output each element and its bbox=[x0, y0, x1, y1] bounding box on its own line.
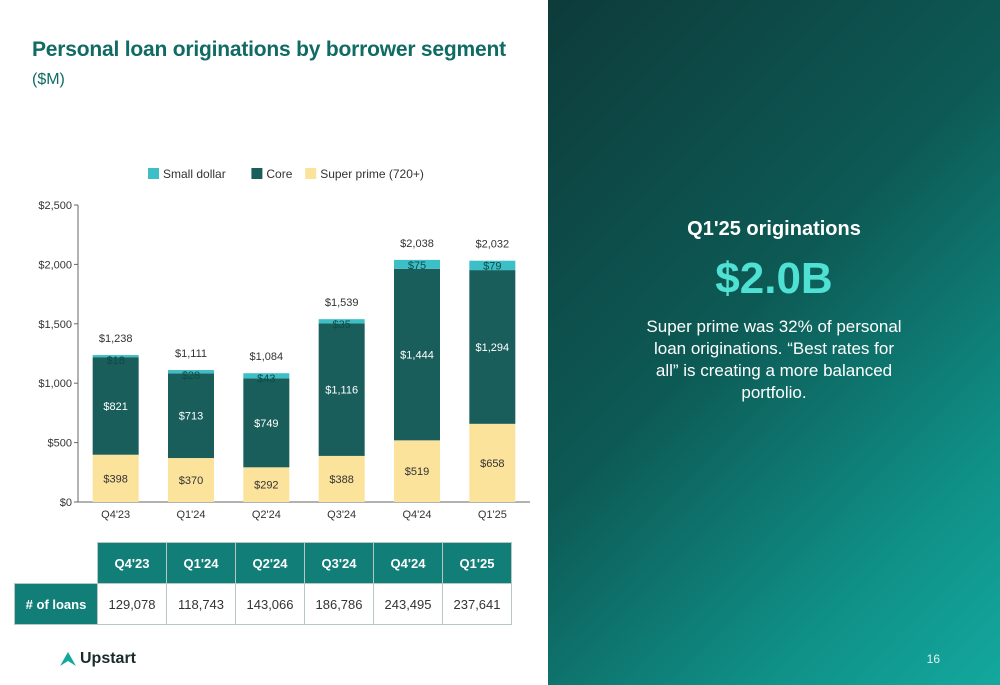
table-header-q4-23: Q4'23 bbox=[97, 542, 167, 584]
y-tick-label: $2,500 bbox=[38, 200, 72, 212]
upstart-logo-icon bbox=[60, 652, 76, 666]
table-header-q3-24: Q3'24 bbox=[304, 542, 374, 584]
table-header-q1-24: Q1'24 bbox=[166, 542, 236, 584]
bar-value-label: $713 bbox=[179, 411, 203, 423]
legend-label: Core bbox=[266, 167, 292, 181]
x-tick-label: Q4'23 bbox=[101, 509, 130, 521]
y-tick-label: $1,500 bbox=[38, 319, 72, 331]
bar-value-label: $519 bbox=[405, 466, 429, 478]
table-cell: 237,641 bbox=[442, 583, 512, 625]
bar-value-label: $28 bbox=[182, 370, 200, 382]
x-tick-label: Q2'24 bbox=[252, 509, 281, 521]
chart-subtitle: ($M) bbox=[32, 71, 65, 88]
bar-total-label: $1,111 bbox=[175, 348, 207, 360]
bar-segment bbox=[318, 455, 365, 502]
bar-value-label: $35 bbox=[332, 319, 350, 331]
x-tick-label: Q1'24 bbox=[176, 509, 205, 521]
x-tick-label: Q4'24 bbox=[402, 509, 431, 521]
bar-segment bbox=[469, 260, 516, 271]
bar-segment bbox=[318, 323, 365, 456]
bar-value-label: $370 bbox=[179, 475, 203, 487]
table-cell: 243,495 bbox=[373, 583, 443, 625]
table-header-q1-25: Q1'25 bbox=[442, 542, 512, 584]
y-tick-label: $500 bbox=[48, 438, 72, 450]
stacked-bar-chart: $0 $500 $1,000 $1,500 $2,000 $2,500 Small doll… bbox=[38, 167, 530, 521]
page-number: 16 bbox=[926, 652, 940, 666]
bar-segment bbox=[92, 357, 139, 455]
bar-value-label: $821 bbox=[103, 401, 127, 413]
legend-swatch bbox=[251, 168, 263, 179]
bar-value-label: $292 bbox=[254, 480, 278, 492]
bar-value-label: $388 bbox=[329, 474, 353, 486]
bar-segment bbox=[394, 259, 440, 269]
table-row: # of loans 129,078 118,743 143,066 186,7… bbox=[14, 583, 512, 625]
chart-panel: Personal loan originations by borrower s… bbox=[14, 38, 530, 668]
table-cell: 118,743 bbox=[166, 583, 236, 625]
legend-label: Super prime (720+) bbox=[320, 167, 424, 181]
bar-value-label: $1,294 bbox=[476, 342, 510, 354]
upstart-logo: Upstart bbox=[60, 650, 136, 668]
bar-total-label: $2,038 bbox=[400, 238, 434, 250]
bar-value-label: $79 bbox=[483, 261, 501, 273]
table-header-q2-24: Q2'24 bbox=[235, 542, 305, 584]
y-tick-label: $0 bbox=[60, 497, 72, 509]
bar-segment bbox=[469, 423, 516, 502]
bar-segment bbox=[92, 454, 139, 502]
table-cell: 186,786 bbox=[304, 583, 374, 625]
y-tick-label: $2,000 bbox=[38, 259, 72, 271]
bar-segment bbox=[168, 373, 214, 459]
legend-swatch bbox=[305, 168, 317, 179]
bar-value-label: $18 bbox=[106, 355, 124, 367]
bar-segment bbox=[243, 378, 290, 468]
table-header-q4-24: Q4'24 bbox=[373, 542, 443, 584]
legend-label: Small dollar bbox=[163, 167, 226, 181]
bar-segment bbox=[92, 355, 139, 358]
bar-value-label: $398 bbox=[103, 473, 127, 485]
x-tick-label: Q1'25 bbox=[478, 509, 507, 521]
bar-total-label: $1,539 bbox=[325, 297, 359, 309]
y-tick-label: $1,000 bbox=[38, 378, 72, 390]
highlight-title: Q1'25 originations bbox=[687, 218, 861, 240]
highlight-value: $2.0B bbox=[715, 254, 833, 303]
bar-value-label: $749 bbox=[254, 418, 278, 430]
logo-text: Upstart bbox=[80, 650, 137, 667]
bar-value-label: $1,116 bbox=[325, 385, 358, 397]
bar-segment bbox=[394, 268, 440, 441]
bar-value-label: $43 bbox=[257, 373, 275, 385]
bar-segment bbox=[168, 370, 214, 374]
bar-value-label: $658 bbox=[480, 458, 504, 470]
chart-title: Personal loan originations by borrower s… bbox=[32, 38, 506, 61]
bar-segment bbox=[318, 319, 365, 324]
bar-segment bbox=[394, 440, 440, 502]
bar-segment bbox=[243, 467, 290, 502]
legend-swatch bbox=[148, 168, 159, 179]
table-cell: 143,066 bbox=[235, 583, 305, 625]
bar-total-label: $2,032 bbox=[476, 239, 510, 251]
loans-table: Q4'23 Q1'24 Q2'24 Q3'24 Q4'24 Q1'25 # of… bbox=[14, 542, 512, 625]
highlight-description: Super prime was 32% of personal loan ori… bbox=[646, 317, 902, 402]
bar-total-label: $1,238 bbox=[99, 333, 133, 345]
x-tick-label: Q3'24 bbox=[327, 509, 356, 521]
bar-segment bbox=[469, 270, 516, 424]
highlight-panel: Q1'25 originations $2.0B Super prime was… bbox=[548, 0, 1000, 685]
bar-total-label: $1,084 bbox=[250, 351, 284, 363]
table-row-label: # of loans bbox=[14, 583, 98, 625]
bar-segment bbox=[243, 373, 290, 379]
bar-value-label: $75 bbox=[408, 260, 426, 272]
bar-segment bbox=[168, 458, 214, 502]
table-corner bbox=[14, 542, 98, 584]
bar-value-label: $1,444 bbox=[400, 350, 434, 362]
table-cell: 129,078 bbox=[97, 583, 167, 625]
